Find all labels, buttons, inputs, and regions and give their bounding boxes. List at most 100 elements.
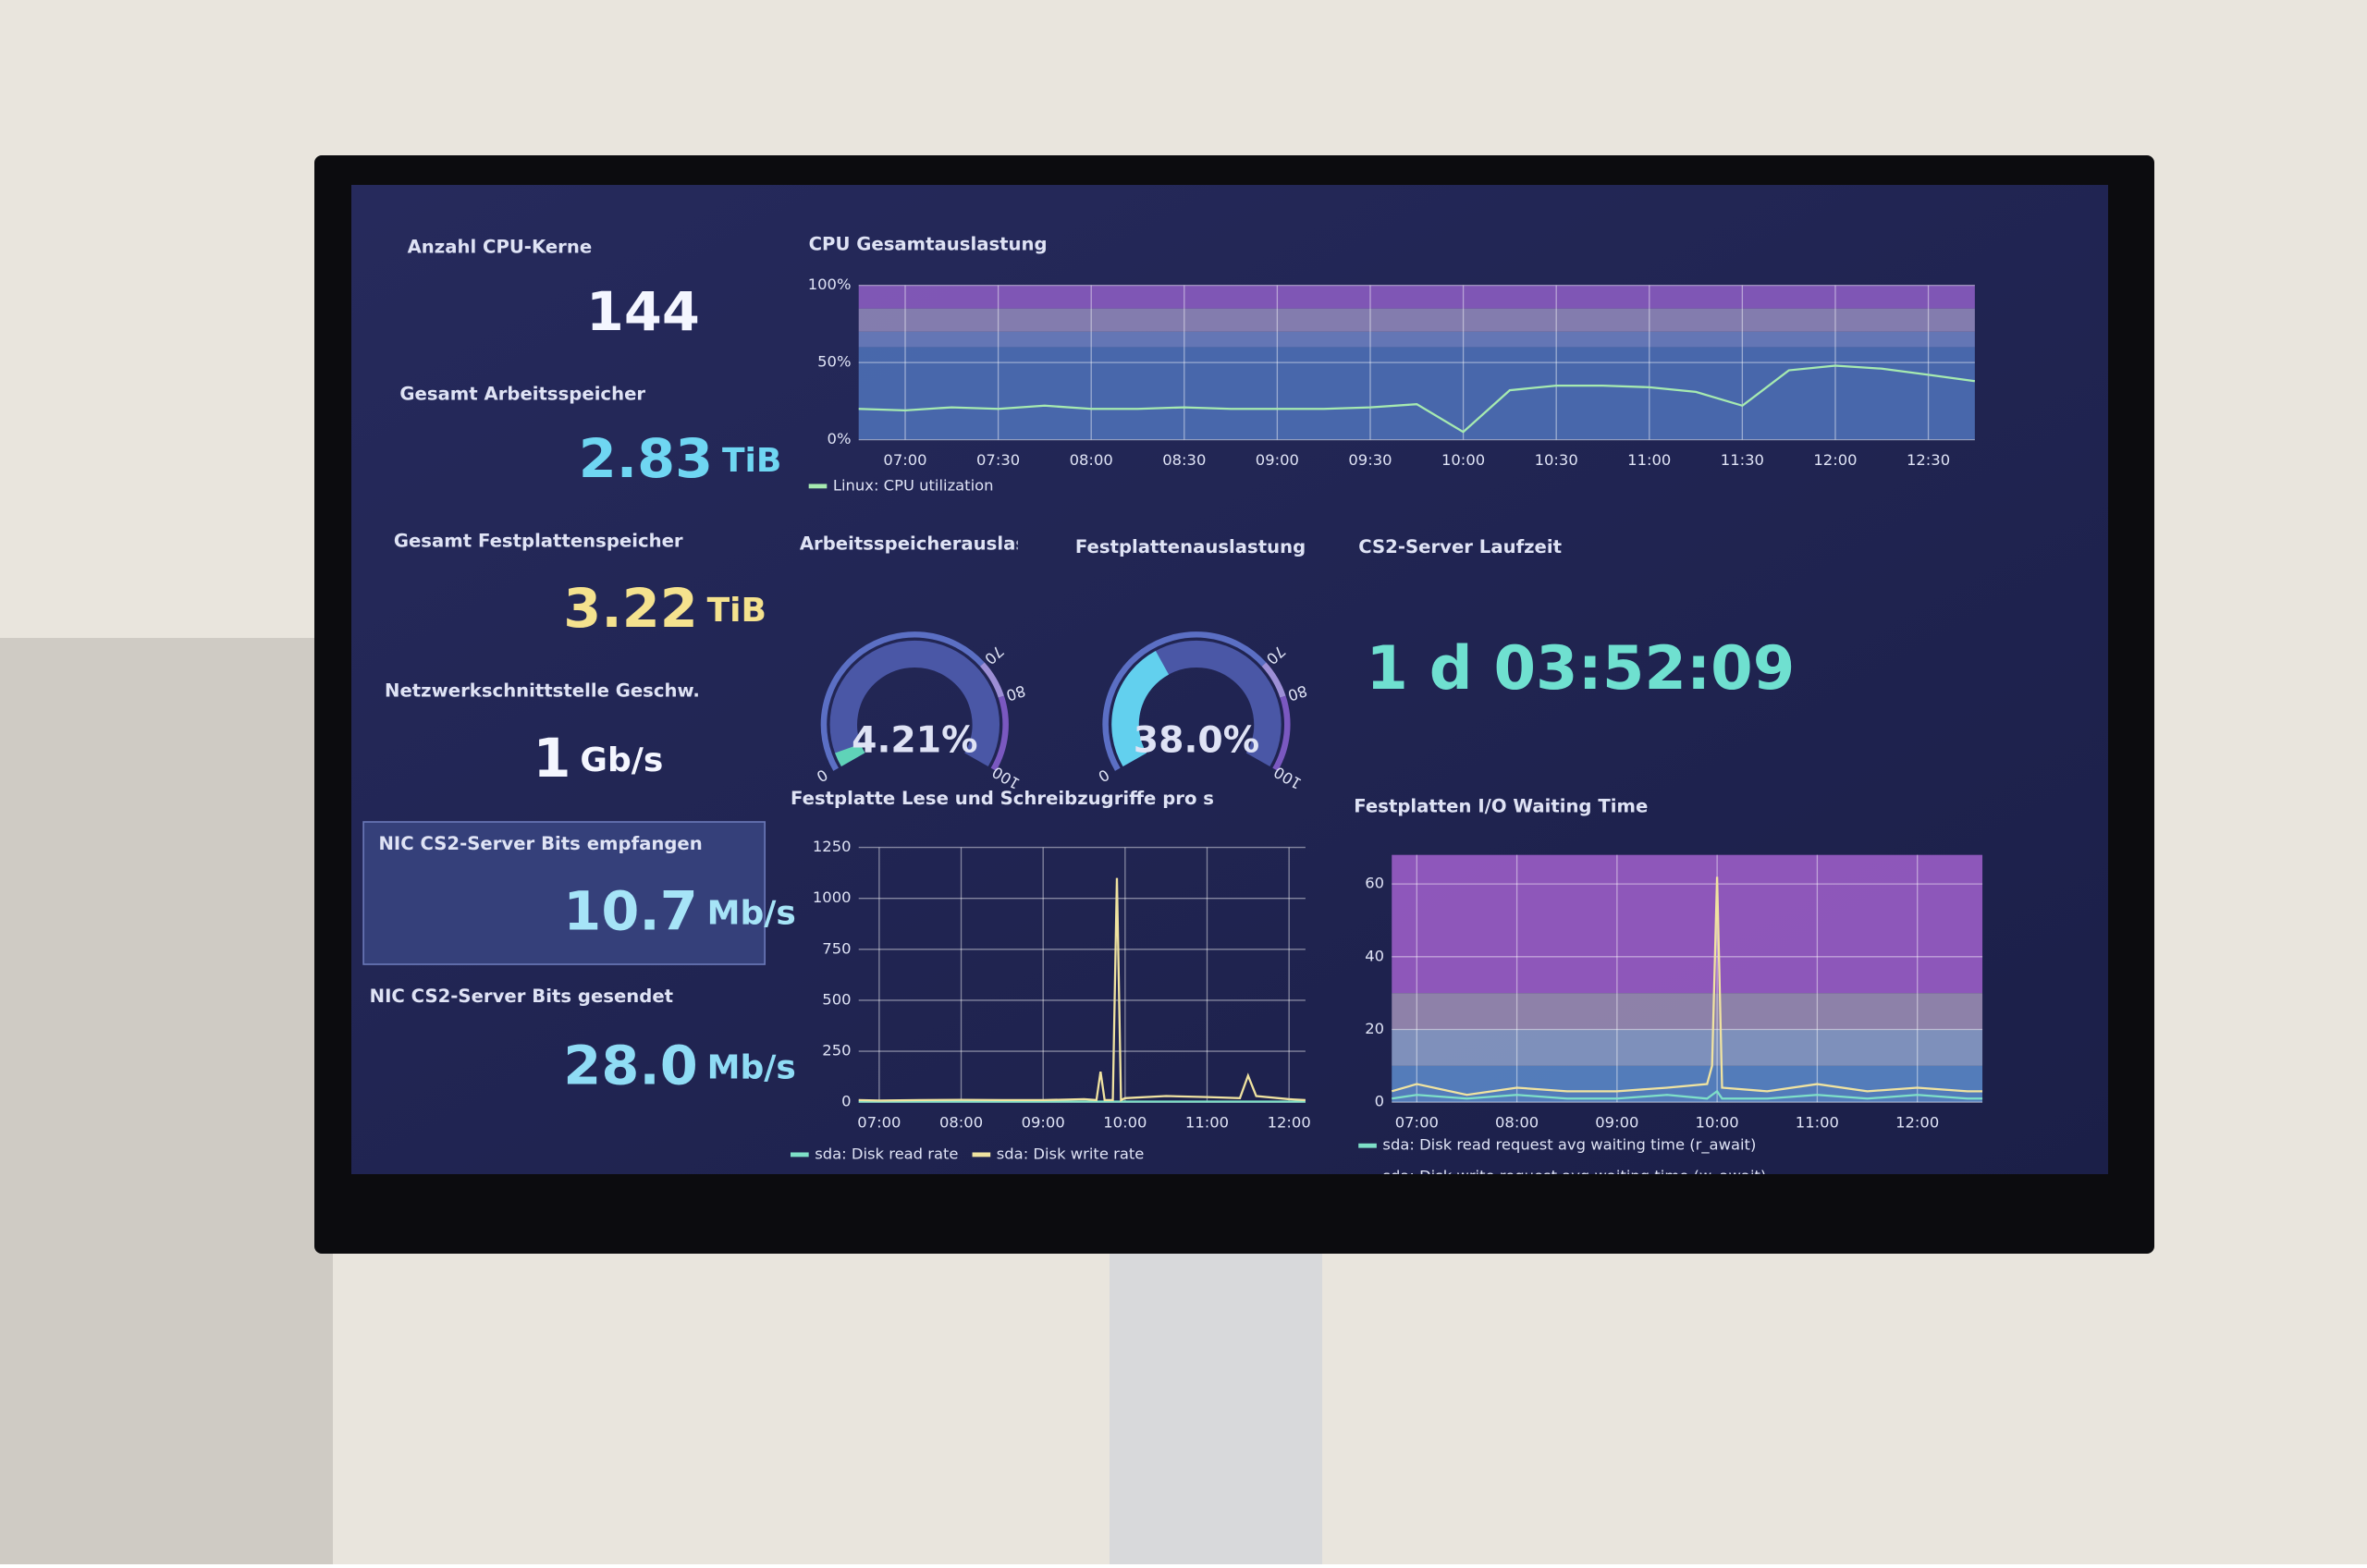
x-tick-label: 07:00 (883, 451, 926, 469)
x-tick-label: 08:00 (1070, 451, 1113, 469)
y-tick-label: 20 (1365, 1020, 1384, 1037)
x-tick-label: 12:00 (1895, 1113, 1939, 1131)
stand (1110, 1239, 1322, 1564)
x-tick-label: 11:00 (1185, 1113, 1229, 1131)
legend-swatch (1358, 1143, 1377, 1148)
gauge-value-label: 4.21% (852, 720, 977, 762)
legend-swatch (972, 1152, 991, 1158)
legend-label: sda: Disk read rate (815, 1145, 958, 1162)
x-tick-label: 10:00 (1441, 451, 1485, 469)
stat-number: 1 (533, 727, 571, 790)
threshold-band (1392, 1029, 1983, 1066)
gauge-value (1111, 651, 1170, 767)
chart-title: Festplatte Lese und Schreibzugriffe pro … (791, 788, 1214, 809)
y-tick-label: 40 (1365, 947, 1384, 964)
x-tick-label: 07:30 (976, 451, 1020, 469)
stat-title: NIC CS2-Server Bits empfangen (378, 833, 702, 854)
stat-value: 3.22 TiB (563, 577, 767, 640)
stat-number: 144 (586, 280, 700, 343)
stat-value: 1 Gb/s (533, 727, 664, 790)
stat-unit: Mb/s (707, 1049, 796, 1087)
stat-value: 144 (586, 280, 700, 343)
x-tick-label: 07:00 (857, 1113, 901, 1131)
legend-label: sda: Disk write request avg waiting time… (1382, 1168, 1766, 1186)
x-tick-label: 09:00 (1595, 1113, 1638, 1131)
stat-value: 10.7 Mb/s (563, 880, 796, 943)
x-tick-label: 11:00 (1627, 451, 1671, 469)
stat-number: 28.0 (563, 1035, 697, 1097)
threshold-band (858, 285, 1975, 309)
chart-title: CPU Gesamtauslastung (809, 233, 1048, 254)
series-line (1391, 876, 1983, 1096)
y-tick-label: 0% (828, 430, 852, 447)
screen: Anzahl CPU-Kerne 144 Gesamt Arbeitsspeiche… (351, 185, 2108, 1186)
y-tick-label: 500 (822, 990, 851, 1008)
series-line (858, 364, 1976, 434)
stat-unit: Mb/s (707, 895, 796, 933)
x-tick-label: 11:00 (1796, 1113, 1839, 1131)
stat-title: NIC CS2-Server Bits gesendet (370, 986, 673, 1007)
stat-title: Anzahl CPU-Kerne (408, 237, 593, 258)
x-tick-label: 12:00 (1813, 451, 1857, 469)
y-tick-label: 1000 (813, 888, 852, 906)
y-tick-label: 0 (841, 1093, 851, 1110)
x-tick-label: 10:30 (1535, 451, 1578, 469)
x-tick-label: 10:00 (1103, 1113, 1147, 1131)
legend-label: sda: Disk write rate (997, 1145, 1145, 1162)
series-line (858, 877, 1306, 1102)
y-tick-label: 250 (822, 1042, 851, 1060)
y-tick-label: 750 (822, 939, 851, 957)
stat-unit: TiB (722, 442, 781, 480)
x-tick-label: 08:30 (1162, 451, 1206, 469)
x-tick-label: 11:30 (1721, 451, 1764, 469)
stat-value: 2.83 TiB (579, 427, 782, 490)
stat-unit: Gb/s (580, 741, 663, 779)
x-tick-label: 08:00 (939, 1113, 983, 1131)
stat-title: Gesamt Festplattenspeicher (394, 530, 683, 551)
x-tick-label: 09:00 (1256, 451, 1299, 469)
gauge-title: Arbeitsspeicherauslastung (800, 533, 1074, 555)
gauge-threshold (1261, 662, 1286, 698)
threshold-band (858, 347, 1975, 440)
stat-value: 28.0 Mb/s (563, 1035, 796, 1097)
threshold-band (858, 308, 1975, 332)
legend-label: Linux: CPU utilization (833, 476, 994, 494)
y-tick-label: 1250 (813, 838, 852, 855)
x-tick-label: 08:00 (1495, 1113, 1539, 1131)
y-tick-label: 50% (817, 353, 851, 371)
x-tick-label: 09:00 (1022, 1113, 1065, 1131)
gauge-title: Festplattenauslastung (1075, 536, 1306, 557)
mirror (0, 638, 333, 1564)
gauge-threshold (1272, 695, 1291, 771)
gauge-value-label: 38.0% (1134, 720, 1259, 762)
gauge-track (829, 640, 1000, 767)
x-tick-label: 10:00 (1696, 1113, 1739, 1131)
series-line (1392, 1089, 1983, 1100)
uptime-title: CS2-Server Laufzeit (1358, 536, 1562, 557)
y-tick-label: 100% (808, 276, 852, 293)
x-tick-label: 07:00 (1395, 1113, 1439, 1131)
x-tick-label: 12:30 (1907, 451, 1950, 469)
threshold-band (858, 331, 1975, 348)
legend-label: sda: Disk read request avg waiting time … (1382, 1136, 1756, 1155)
stat-title: Netzwerkschnittstelle Geschw. (385, 680, 700, 702)
gauge-value (835, 743, 865, 767)
stat-number: 3.22 (563, 577, 697, 640)
threshold-band (1392, 854, 1983, 994)
gauge-threshold (979, 662, 1004, 698)
chart-title: Festplatten I/O Waiting Time (1354, 795, 1648, 816)
gauge-threshold (820, 631, 985, 771)
y-tick-label: 0 (1375, 1093, 1384, 1110)
y-tick-label: 60 (1365, 875, 1384, 892)
legend-swatch (791, 1152, 809, 1158)
threshold-band (1392, 993, 1983, 1030)
x-tick-label: 12:00 (1268, 1113, 1311, 1131)
gauge-threshold (1102, 631, 1267, 771)
uptime-value: 1 d 03:52:09 (1366, 633, 1795, 704)
stat-number: 2.83 (579, 427, 713, 490)
x-tick-label: 09:30 (1348, 451, 1392, 469)
stat-number: 10.7 (563, 880, 697, 943)
stat-unit: TiB (707, 592, 767, 630)
legend-swatch (808, 484, 828, 489)
